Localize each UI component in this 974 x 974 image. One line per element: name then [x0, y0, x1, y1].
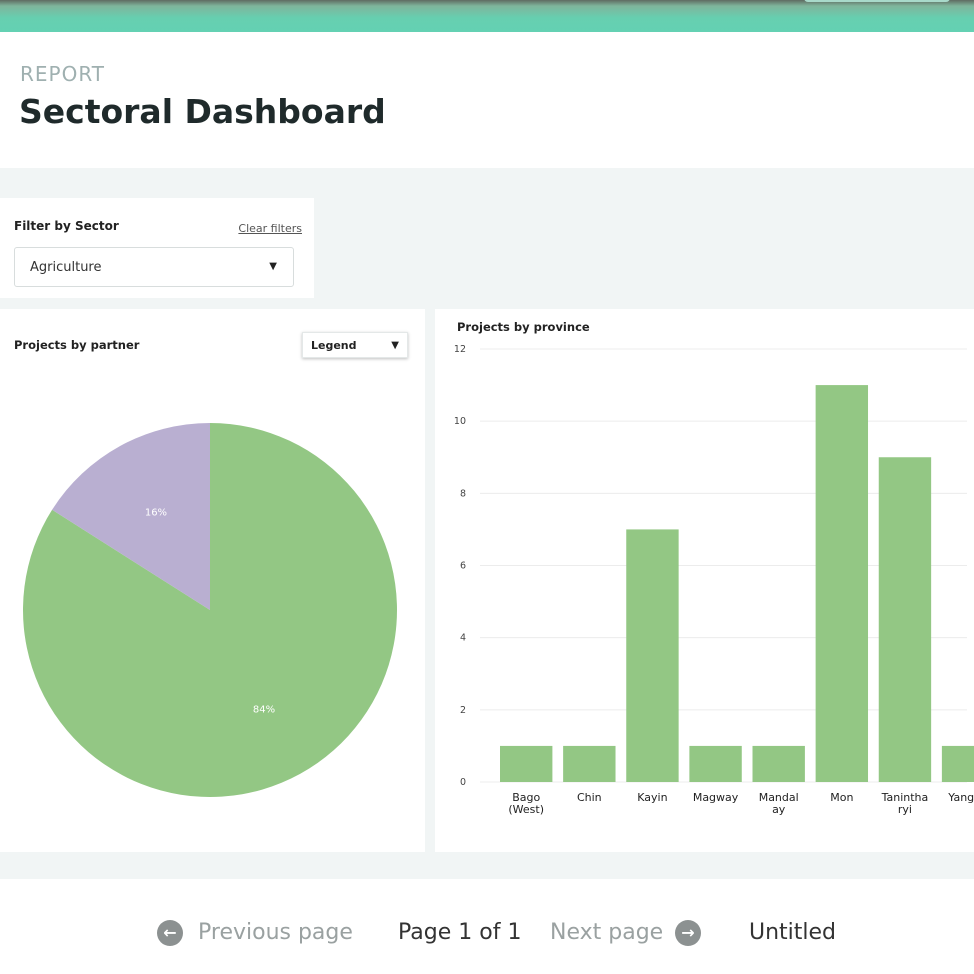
next-page-label: Next page — [550, 920, 664, 945]
report-header — [0, 32, 974, 168]
y-tick-label: 6 — [460, 561, 466, 572]
top-banner-pill — [804, 0, 950, 2]
y-tick-label: 2 — [460, 705, 466, 716]
x-tick-label: Tanintha ryi — [881, 791, 929, 816]
bar[interactable] — [752, 745, 805, 782]
legend-dropdown[interactable]: Legend ▼ — [302, 332, 408, 358]
pie-chart-title: Projects by partner — [14, 338, 140, 352]
arrow-right-circle-icon: → — [675, 920, 701, 946]
bar-chart: 0 2 4 6 8 10 12 Bago (West) Chin Kayin Magway Mandal… — [454, 344, 974, 816]
bar[interactable] — [941, 745, 974, 782]
y-tick-label: 4 — [460, 633, 466, 644]
y-tick-label: 10 — [454, 416, 466, 427]
x-tick-label: Kayin — [637, 791, 667, 804]
bar[interactable] — [500, 745, 553, 782]
pie-chart: 84% 16% — [22, 423, 398, 797]
page-title: Sectoral Dashboard — [19, 92, 386, 131]
page-indicator: Page 1 of 1 — [398, 920, 522, 945]
pie-slice[interactable] — [52, 423, 210, 610]
clear-filters-link[interactable]: Clear filters — [238, 222, 302, 235]
caret-down-icon: ▼ — [269, 261, 277, 272]
x-tick-label: Mandal ay — [759, 791, 799, 816]
sector-select[interactable]: Agriculture ▼ — [14, 247, 294, 287]
bar[interactable] — [563, 745, 616, 782]
bar[interactable] — [815, 385, 869, 782]
y-tick-label: 12 — [454, 344, 466, 355]
pie-slice-label: 16% — [145, 508, 167, 519]
arrow-left-circle-icon: ← — [157, 920, 183, 946]
top-banner — [0, 0, 974, 32]
x-tick-label: Mon — [830, 791, 853, 804]
previous-page-label: Previous page — [198, 920, 353, 945]
legend-dropdown-label: Legend — [311, 339, 357, 352]
report-eyebrow: REPORT — [20, 62, 105, 86]
filter-label: Filter by Sector — [14, 219, 119, 233]
x-tick-label: Bago (West) — [508, 791, 544, 816]
x-tick-label: Chin — [577, 791, 602, 804]
bar[interactable] — [626, 529, 679, 782]
report-name-label: Untitled — [749, 920, 837, 945]
bar[interactable] — [689, 745, 742, 782]
x-tick-label: Magway — [693, 791, 739, 804]
caret-down-icon: ▼ — [391, 340, 399, 351]
sector-select-value: Agriculture — [30, 260, 102, 275]
y-tick-label: 0 — [460, 777, 466, 788]
bar[interactable] — [878, 457, 932, 782]
bar-chart-title: Projects by province — [457, 320, 590, 334]
pie-slice-label: 84% — [253, 704, 275, 715]
y-tick-label: 8 — [460, 488, 466, 499]
x-tick-label: Yangon — [947, 791, 974, 804]
